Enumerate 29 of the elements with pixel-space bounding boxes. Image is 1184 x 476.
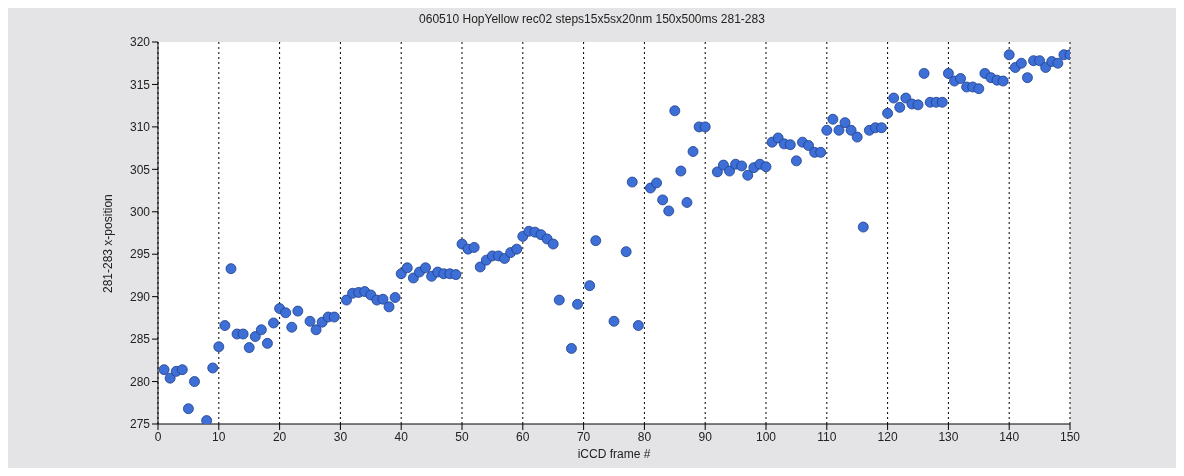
y-tick-label: 295 [129,247,151,262]
x-tick-label: 110 [817,429,837,444]
chart-title: 060510 HopYellow rec02 steps15x5sx20nm 150x500ms 281-283 [418,11,766,28]
y-tick-label: 290 [129,289,151,304]
y-tick-label: 300 [129,205,151,220]
x-tick-label: 140 [999,429,1020,444]
x-axis-title: iCCD frame # [577,447,651,461]
x-tick-label: 80 [637,429,652,444]
y-tick-label: 315 [129,77,151,92]
x-tick-label: 130 [938,429,959,444]
x-tick-label: 120 [877,429,898,444]
x-tick-label: 0 [154,429,162,444]
x-tick-label: 10 [212,429,226,444]
y-tick-label: 285 [129,332,151,347]
x-tick-label: 70 [576,429,591,444]
x-tick-label: 50 [455,429,469,444]
y-tick-label: 310 [129,120,151,135]
x-tick-label: 100 [755,429,777,444]
y-tick-label: 305 [129,162,151,177]
x-tick-label: 40 [394,429,409,444]
y-tick-label: 320 [129,35,151,50]
y-tick-label: 280 [129,374,151,389]
x-tick-label: 60 [516,429,530,444]
y-axis-title: 281-283 x-position [101,194,116,293]
x-tick-label: 20 [272,429,287,444]
x-tick-label: 30 [333,429,348,444]
x-tick-label: 150 [1059,429,1081,444]
x-tick-label: 90 [698,429,713,444]
y-tick-label: 275 [129,417,151,432]
